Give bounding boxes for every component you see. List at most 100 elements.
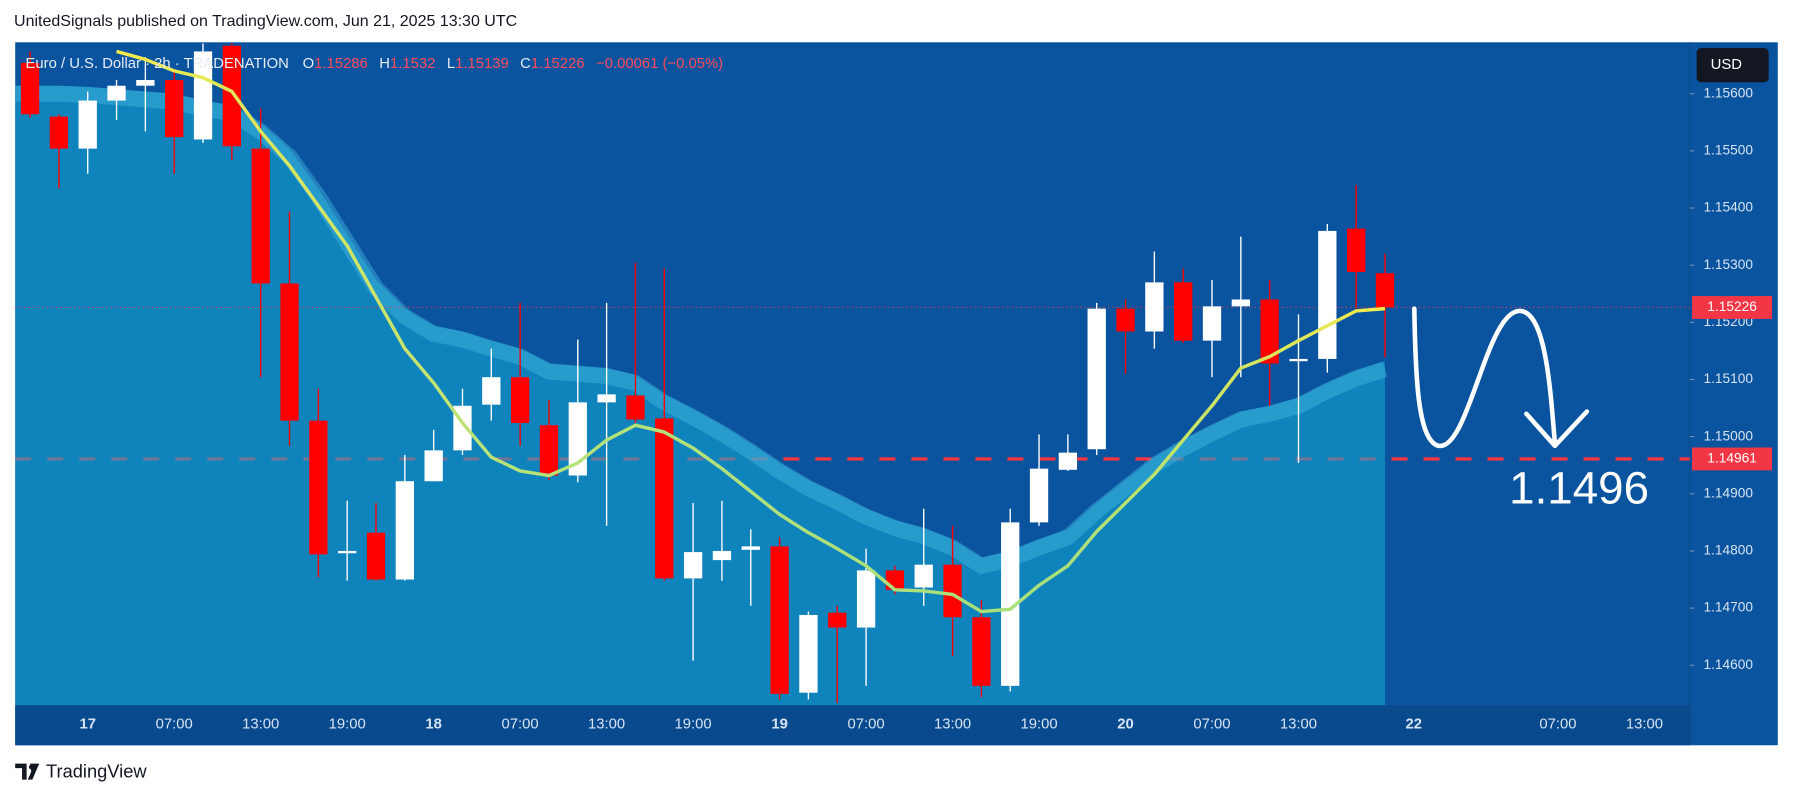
ohlc-letter: H bbox=[379, 56, 390, 72]
candle-body bbox=[78, 100, 97, 149]
arrow-head bbox=[1524, 409, 1590, 449]
x-tick-label: 19:00 bbox=[329, 717, 366, 733]
candle-body bbox=[1260, 299, 1279, 364]
candle-body bbox=[539, 425, 559, 476]
ohlc-value: 1.15139 bbox=[455, 56, 509, 72]
plot-area bbox=[15, 43, 1690, 706]
last-price-tag bbox=[1692, 296, 1773, 319]
candle-body bbox=[20, 62, 40, 115]
x-tick-label: 22 bbox=[1406, 717, 1423, 733]
ohlc-letter: O bbox=[303, 56, 315, 72]
publish-header: UnitedSignals published on TradingView.c… bbox=[14, 13, 517, 30]
candle-body bbox=[1231, 299, 1250, 307]
symbol-legend: Euro / U.S. Dollar · 2h · TRADENATION O1.… bbox=[25, 56, 723, 72]
candle-body bbox=[1058, 452, 1078, 470]
ohlc-value: 1.15226 bbox=[531, 56, 585, 72]
drawn-arrow bbox=[1412, 306, 1558, 449]
candle-body bbox=[770, 546, 789, 694]
candle-body bbox=[222, 45, 241, 147]
candle-body bbox=[1289, 358, 1308, 362]
candle-body bbox=[914, 564, 933, 588]
x-tick-label: 07:00 bbox=[156, 717, 193, 733]
candle-body bbox=[885, 570, 905, 590]
ohlc-letter: L bbox=[447, 56, 455, 72]
candle-body bbox=[626, 395, 645, 420]
y-tick-label: 1.15400 bbox=[1704, 200, 1754, 215]
tradingview-logo bbox=[15, 763, 40, 780]
candle-body bbox=[395, 481, 414, 580]
candle-body bbox=[741, 546, 760, 550]
candle-body bbox=[165, 80, 184, 138]
candle-body bbox=[1029, 468, 1049, 523]
candle-body bbox=[683, 552, 703, 579]
ohlc-letter: C bbox=[520, 56, 531, 72]
moving-average bbox=[116, 49, 1386, 614]
x-tick-label: 13:00 bbox=[934, 717, 971, 733]
candle-body bbox=[424, 450, 443, 482]
x-tick-label: 19:00 bbox=[1020, 717, 1057, 733]
candle-body bbox=[655, 418, 674, 579]
candle-body bbox=[597, 394, 616, 403]
logo-text: TradingView bbox=[46, 761, 147, 782]
candle-body bbox=[482, 377, 501, 405]
candle-body bbox=[251, 148, 270, 284]
candle-body bbox=[49, 116, 69, 149]
candle-body bbox=[1318, 230, 1337, 359]
y-tick-label: 1.14700 bbox=[1704, 600, 1754, 615]
level-label: 1.14961 bbox=[1707, 451, 1757, 466]
candle-body bbox=[338, 550, 357, 554]
candle-body bbox=[1347, 228, 1366, 273]
y-tick-label: 1.15300 bbox=[1704, 257, 1754, 272]
axes: 1.14600 1.14700 1.14800 1.14900 1.15000 1.151… bbox=[79, 85, 1773, 733]
x-tick-label: 07:00 bbox=[502, 717, 539, 733]
candle-body bbox=[1116, 308, 1135, 332]
x-tick-label: 07:00 bbox=[847, 717, 884, 733]
x-tick-label: 19 bbox=[771, 717, 788, 733]
candle-body bbox=[1145, 282, 1164, 332]
candle-body bbox=[1202, 306, 1222, 341]
candle-body bbox=[1174, 282, 1193, 341]
candle-body bbox=[856, 570, 876, 628]
symbol-title: Euro / U.S. Dollar · 2h · TRADENATION bbox=[25, 56, 288, 72]
candle-body bbox=[366, 532, 386, 580]
y-tick-label: 1.14600 bbox=[1704, 657, 1754, 672]
x-tick-label: 18 bbox=[425, 717, 442, 733]
y-tick-label: 1.15600 bbox=[1704, 85, 1754, 100]
candle-body bbox=[943, 564, 962, 618]
x-tick-label: 20 bbox=[1117, 717, 1134, 733]
y-tick-label: 1.15500 bbox=[1704, 143, 1754, 158]
y-tick-label: 1.15000 bbox=[1704, 428, 1754, 443]
candle-body bbox=[309, 420, 328, 555]
candle-body bbox=[972, 617, 991, 686]
level-tag bbox=[1692, 447, 1773, 471]
change-value: −0.00061 (−0.05%) bbox=[596, 56, 723, 72]
x-tick-label: 19:00 bbox=[675, 717, 712, 733]
x-tick-label: 07:00 bbox=[1539, 717, 1576, 733]
ohlc-value: 1.15286 bbox=[314, 56, 368, 72]
logo-dot bbox=[28, 764, 34, 770]
candle-body bbox=[712, 550, 732, 561]
last-price-label: 1.15226 bbox=[1707, 299, 1757, 314]
currency-label[interactable]: USD bbox=[1711, 57, 1743, 73]
x-tick-label: 13:00 bbox=[588, 717, 625, 733]
candle-body bbox=[280, 283, 299, 421]
band-area bbox=[15, 85, 1385, 706]
y-tick-label: 1.14900 bbox=[1704, 485, 1754, 500]
ohlc-value: 1.1532 bbox=[390, 56, 435, 72]
x-tick-label: 17 bbox=[79, 717, 96, 733]
candle-body bbox=[193, 51, 213, 140]
y-tick-label: 1.15100 bbox=[1704, 371, 1754, 386]
x-tick-label: 13:00 bbox=[1626, 717, 1663, 733]
x-tick-label: 13:00 bbox=[1280, 717, 1317, 733]
candle-body bbox=[107, 85, 126, 101]
candle-body bbox=[828, 612, 847, 628]
y-tick-label: 1.14800 bbox=[1704, 543, 1754, 558]
currency-button[interactable] bbox=[1696, 48, 1769, 83]
candle-body bbox=[1375, 273, 1395, 308]
candle-body bbox=[510, 377, 530, 423]
candle-body bbox=[136, 80, 155, 86]
time-axis-band bbox=[15, 705, 1690, 746]
candle-body bbox=[1087, 308, 1106, 450]
